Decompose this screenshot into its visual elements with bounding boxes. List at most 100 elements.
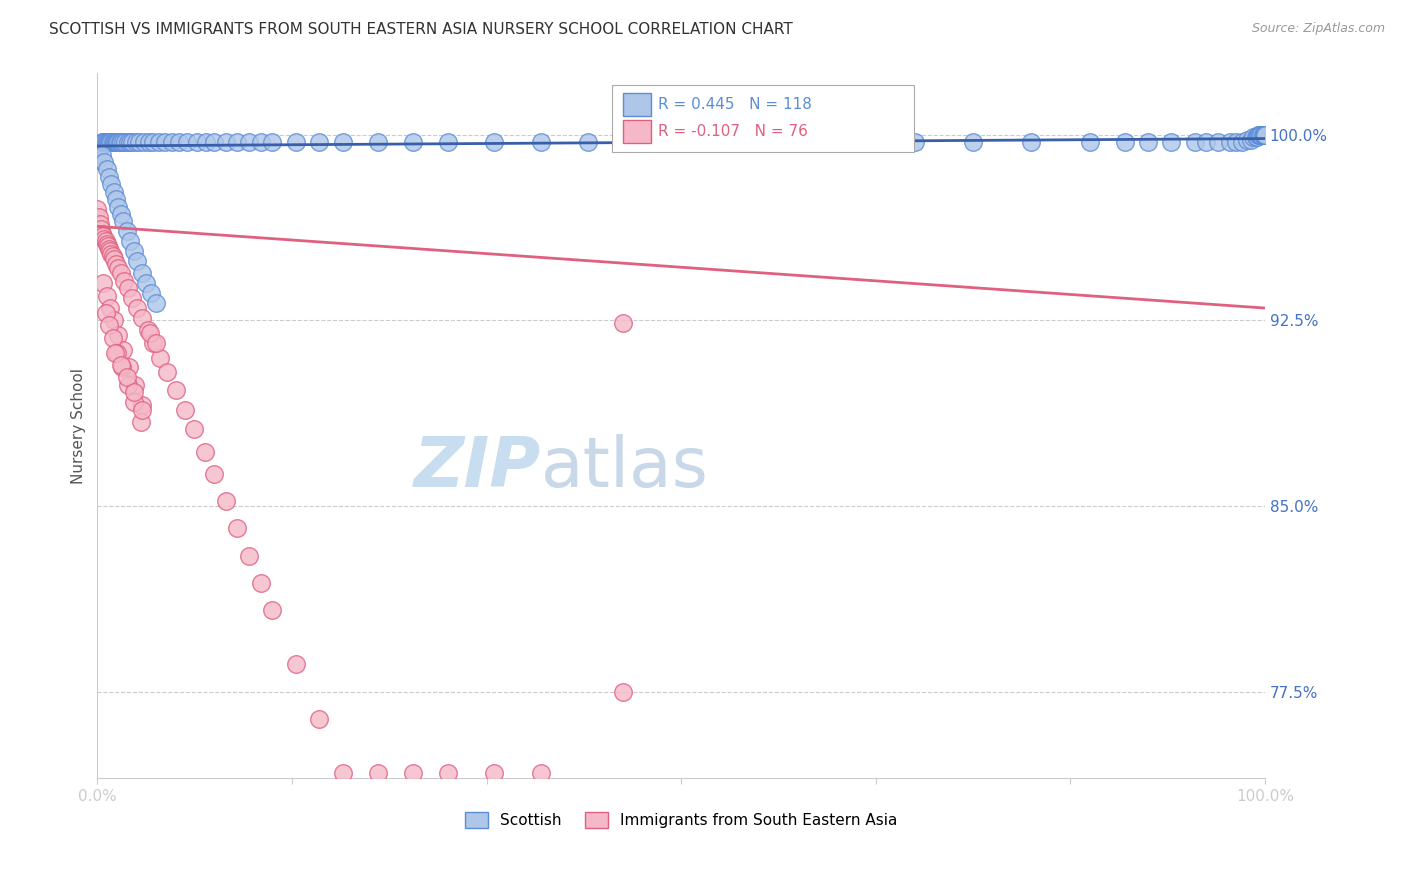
Point: [89, 217, 111, 231]
Point: [1254, 128, 1277, 142]
Point: [115, 224, 138, 238]
Point: [262, 135, 284, 149]
Point: [669, 135, 692, 149]
Point: [156, 365, 179, 379]
Point: [1254, 128, 1277, 142]
Point: [122, 385, 145, 400]
Point: [91, 227, 114, 241]
Point: [1244, 130, 1267, 145]
Point: [132, 135, 155, 149]
Point: [1236, 133, 1258, 147]
Point: [1253, 128, 1275, 142]
Point: [101, 331, 124, 345]
Point: [202, 135, 225, 149]
Point: [112, 343, 135, 358]
Point: [97, 135, 120, 149]
Point: [1195, 135, 1218, 149]
Point: [131, 267, 153, 281]
Point: [96, 162, 118, 177]
Point: [118, 360, 141, 375]
Point: [845, 135, 868, 149]
Point: [904, 135, 927, 149]
Point: [436, 766, 458, 780]
Point: [436, 135, 458, 149]
Point: [103, 185, 125, 199]
Point: [122, 395, 145, 409]
Point: [103, 135, 125, 149]
Point: [110, 358, 132, 372]
Point: [1137, 135, 1160, 149]
Point: [176, 135, 198, 149]
Point: [1250, 128, 1272, 142]
Point: [125, 301, 148, 315]
Point: [110, 135, 132, 149]
Point: [107, 261, 129, 276]
Point: [226, 521, 249, 535]
Text: ZIP: ZIP: [413, 434, 541, 501]
Point: [1114, 135, 1136, 149]
Point: [112, 214, 135, 228]
Point: [484, 135, 506, 149]
Point: [202, 467, 225, 481]
Point: [962, 135, 984, 149]
Point: [122, 244, 145, 259]
Point: [107, 200, 129, 214]
Point: [87, 145, 110, 160]
Point: [1230, 135, 1253, 149]
Point: [114, 135, 136, 149]
Point: [1254, 128, 1277, 142]
Point: [401, 766, 423, 780]
Point: [105, 345, 128, 359]
Point: [1254, 128, 1277, 142]
Point: [128, 135, 150, 149]
Point: [332, 766, 354, 780]
Point: [89, 140, 111, 154]
Point: [1247, 128, 1270, 142]
Point: [1225, 135, 1247, 149]
Point: [98, 318, 121, 333]
Point: [142, 135, 165, 149]
Point: [97, 239, 120, 253]
Point: [112, 274, 135, 288]
Point: [110, 207, 132, 221]
Point: [87, 210, 110, 224]
Point: [367, 766, 389, 780]
Point: [103, 313, 125, 327]
Point: [121, 135, 143, 149]
Point: [1251, 128, 1274, 142]
Point: [1254, 128, 1277, 142]
Point: [93, 232, 115, 246]
Point: [139, 286, 162, 301]
Point: [124, 377, 146, 392]
Point: [129, 415, 152, 429]
Point: [131, 402, 153, 417]
Point: [125, 135, 148, 149]
Point: [1254, 128, 1277, 142]
Point: [576, 135, 599, 149]
Point: [153, 135, 176, 149]
Point: [238, 549, 260, 563]
Point: [117, 281, 139, 295]
Point: [284, 135, 307, 149]
Point: [1254, 128, 1277, 142]
Point: [249, 135, 271, 149]
Point: [86, 153, 108, 167]
Point: [136, 323, 159, 337]
Point: [215, 494, 238, 508]
Point: [91, 135, 114, 149]
Point: [86, 202, 108, 216]
Point: [186, 135, 208, 149]
Point: [105, 192, 128, 206]
Point: [110, 267, 132, 281]
Point: [98, 135, 121, 149]
Point: [91, 277, 114, 291]
Point: [530, 766, 553, 780]
Point: [249, 575, 271, 590]
Point: [1253, 128, 1275, 142]
Point: [1253, 128, 1275, 142]
Point: [284, 657, 307, 672]
Point: [728, 135, 751, 149]
Point: [226, 135, 249, 149]
Point: [90, 137, 112, 152]
Point: [90, 222, 112, 236]
